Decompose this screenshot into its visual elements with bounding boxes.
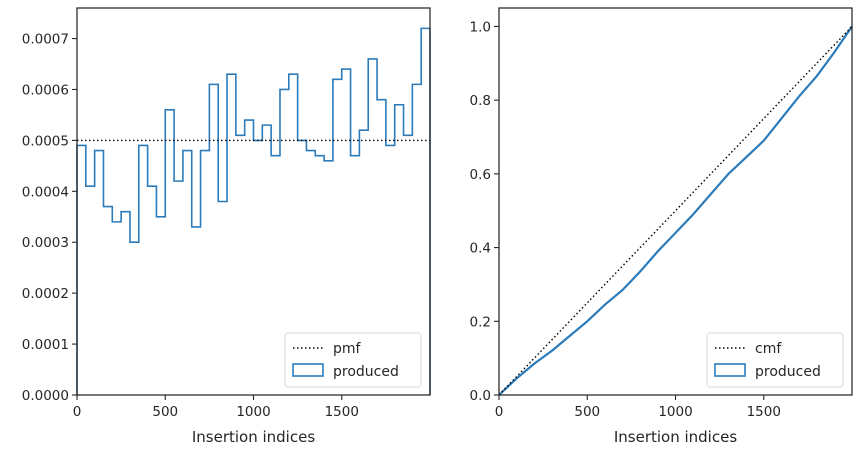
y-tick-label: 0.0005 (22, 133, 69, 149)
y-tick-label: 0.0007 (22, 32, 69, 48)
legend-produced-swatch (292, 363, 324, 377)
y-tick-label: 0.0003 (22, 235, 69, 251)
y-tick-label: 0.0000 (22, 388, 69, 404)
x-tick-label: 0 (495, 404, 504, 420)
y-tick-label: 0.0001 (22, 337, 69, 353)
x-tick-label: 1500 (747, 404, 781, 420)
y-tick-label: 0.6 (470, 167, 491, 183)
legend: cmf produced (706, 332, 844, 388)
produced-series-step-line (76, 27, 431, 395)
x-tick-label: 500 (152, 404, 178, 420)
pmf-histogram-panel: 0 500 1000 1500 0.0000 0.0001 0.0002 0.0003 0.00… (22, 7, 431, 446)
x-axis-title: Insertion indices (192, 428, 315, 446)
x-tick-label: 1000 (658, 404, 692, 420)
cmf-series-line (498, 25, 853, 396)
legend: pmf produced (284, 332, 422, 388)
x-axis-title: Insertion indices (614, 428, 737, 446)
y-tick-label: 0.2 (470, 314, 491, 330)
legend-produced-label: produced (755, 364, 821, 380)
y-tick-label: 0.4 (470, 241, 491, 257)
x-tick-label: 1000 (236, 404, 270, 420)
y-tick-label: 0.0 (470, 388, 491, 404)
x-tick-label: 0 (73, 404, 82, 420)
x-tick-label: 1500 (325, 404, 359, 420)
y-tick-label: 1.0 (470, 19, 491, 35)
legend-produced-label: produced (333, 364, 399, 380)
y-tick-label: 0.0004 (22, 184, 69, 200)
legend-box (706, 332, 844, 388)
y-tick-label: 0.0002 (22, 286, 69, 302)
legend-pmf-label: pmf (333, 341, 362, 357)
y-tick-label: 0.8 (470, 93, 491, 109)
y-tick-label: 0.0006 (22, 82, 69, 98)
legend-cmf-label: cmf (755, 341, 782, 357)
legend-box (284, 332, 422, 388)
legend-produced-swatch (714, 363, 746, 377)
cmf-panel: 0 500 1000 1500 0.0 0.2 0.4 0.6 0.8 1.0 Insertion … (470, 7, 853, 446)
x-tick-label: 500 (574, 404, 600, 420)
